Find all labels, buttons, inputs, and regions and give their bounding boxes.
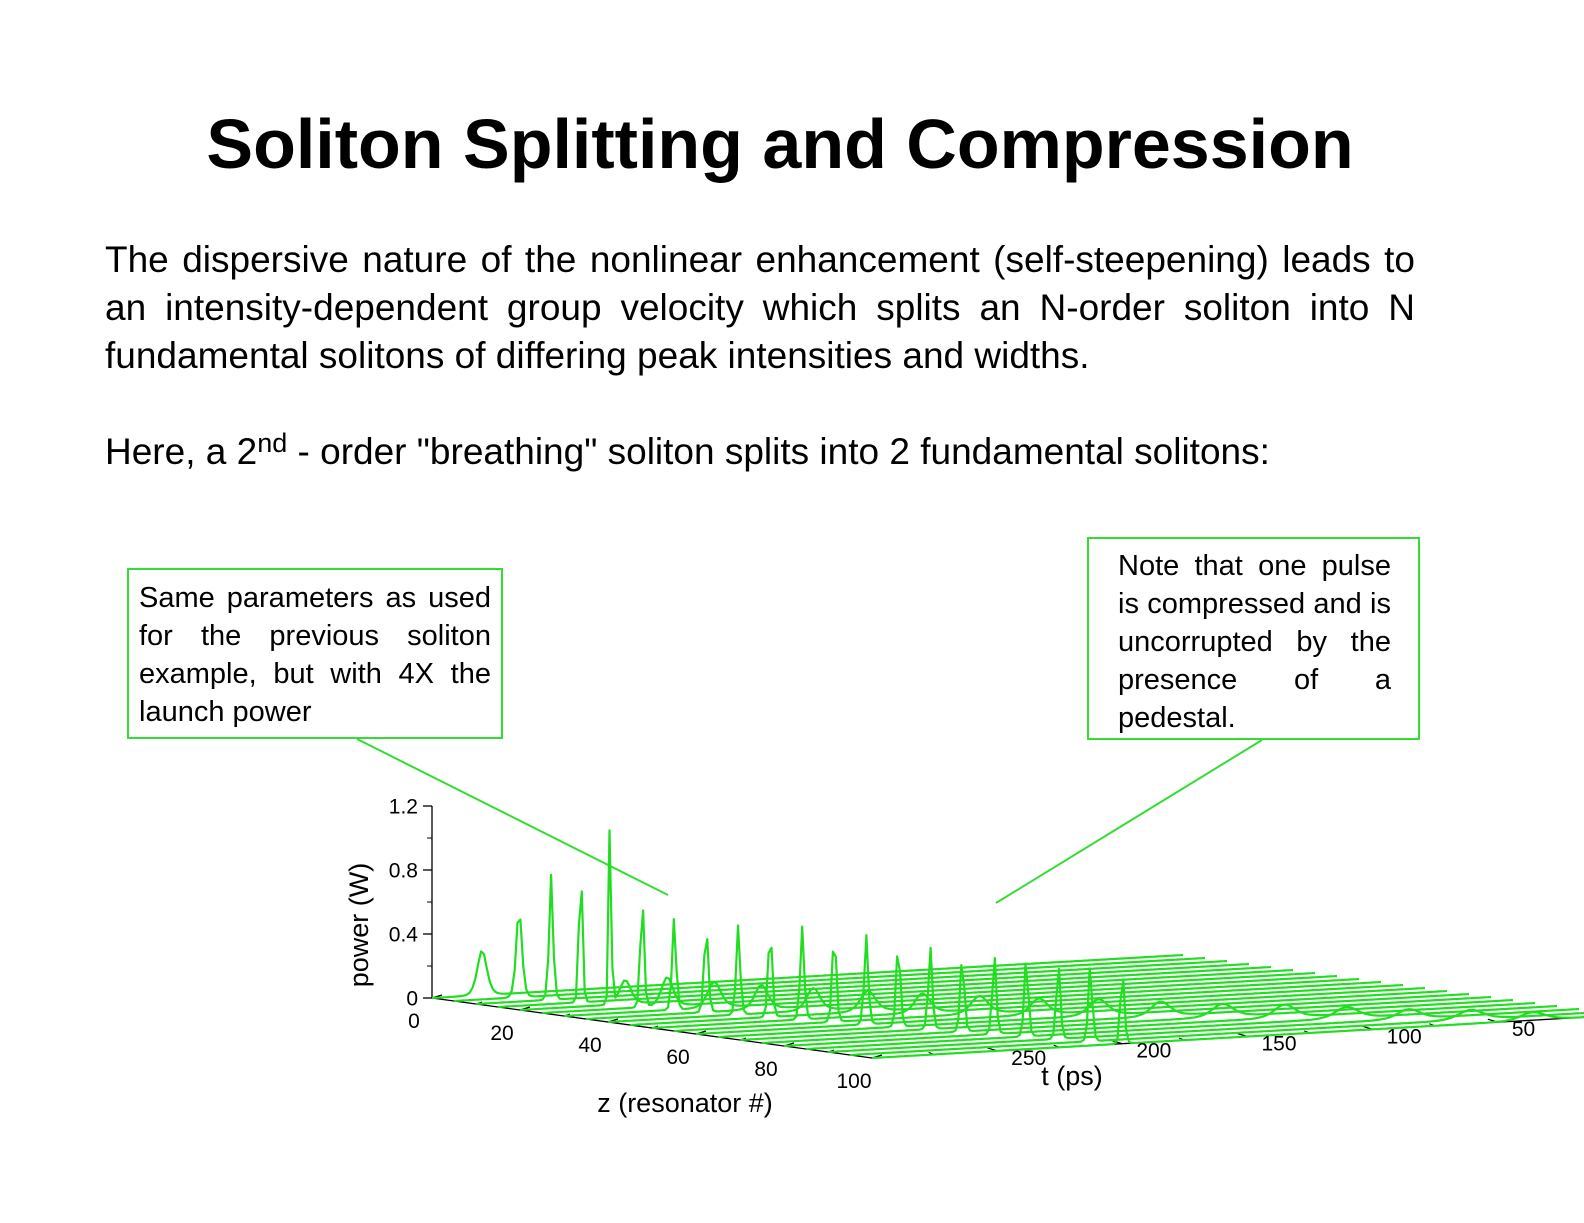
trace-z-40 bbox=[607, 924, 1360, 1024]
power-tick-label: 0.4 bbox=[389, 924, 419, 947]
trace-z-25 bbox=[541, 909, 1294, 1015]
t-tick-label: 250 bbox=[1011, 1047, 1046, 1070]
trace-z-55 bbox=[673, 950, 1426, 1033]
example-prefix: Here, a 2 bbox=[105, 431, 258, 472]
trace-z-10 bbox=[475, 873, 1228, 1006]
trace-z-35 bbox=[585, 938, 1338, 1021]
trace-z-75 bbox=[761, 964, 1514, 1045]
power-tick-label: 0 bbox=[406, 988, 418, 1011]
z-tick-label: 80 bbox=[754, 1058, 777, 1081]
z-tick-label: 60 bbox=[666, 1046, 689, 1069]
z-tick-label: 100 bbox=[836, 1070, 871, 1093]
parameters-callout: Same parameters as used for the previous… bbox=[127, 568, 503, 739]
power-tick-label: 0.8 bbox=[389, 860, 418, 883]
intro-paragraph: The dispersive nature of the nonlinear e… bbox=[105, 239, 1415, 376]
z-tick-label: 40 bbox=[578, 1034, 601, 1057]
trace-z-30 bbox=[563, 918, 1316, 1018]
trace-z-85 bbox=[805, 962, 1558, 1051]
z-axis-title: z (resonator #) bbox=[597, 1088, 773, 1118]
trace-z-15 bbox=[497, 890, 1250, 1009]
t-tick-label: 150 bbox=[1262, 1033, 1297, 1056]
t-tick-label: 100 bbox=[1387, 1025, 1422, 1048]
example-suffix: - order "breathing" soliton splits into … bbox=[287, 431, 1270, 472]
slide-title: Soliton Splitting and Compression bbox=[206, 105, 1354, 183]
trace-z-60 bbox=[695, 934, 1448, 1036]
ordinal-superscript: nd bbox=[257, 427, 288, 458]
t-tick-label: 50 bbox=[1512, 1018, 1535, 1041]
power-tick-label: 1.2 bbox=[389, 796, 418, 819]
z-tick-label: 20 bbox=[490, 1022, 513, 1045]
trace-z-70 bbox=[739, 946, 1492, 1042]
trace-z-50 bbox=[651, 925, 1404, 1030]
t-tick bbox=[1112, 1040, 1123, 1045]
left-callout-leader bbox=[356, 738, 669, 896]
power-axis-title: power (W) bbox=[344, 863, 374, 988]
right-callout-leader bbox=[995, 739, 1263, 904]
t-tick-label: 200 bbox=[1136, 1040, 1171, 1063]
example-paragraph: Here, a 2nd - order "breathing" soliton … bbox=[105, 428, 1415, 476]
compression-callout: Note that one pulse is compressed and is… bbox=[1087, 537, 1420, 740]
trace-z-5 bbox=[453, 918, 1206, 1003]
trace-z-45 bbox=[629, 946, 1382, 1027]
z-tick-label: 0 bbox=[408, 1010, 420, 1033]
trace-z-100 bbox=[871, 978, 1584, 1060]
trace-z-95 bbox=[849, 967, 1584, 1057]
t-axis-title: t (ps) bbox=[1041, 1061, 1103, 1091]
trace-z-65 bbox=[717, 955, 1470, 1039]
